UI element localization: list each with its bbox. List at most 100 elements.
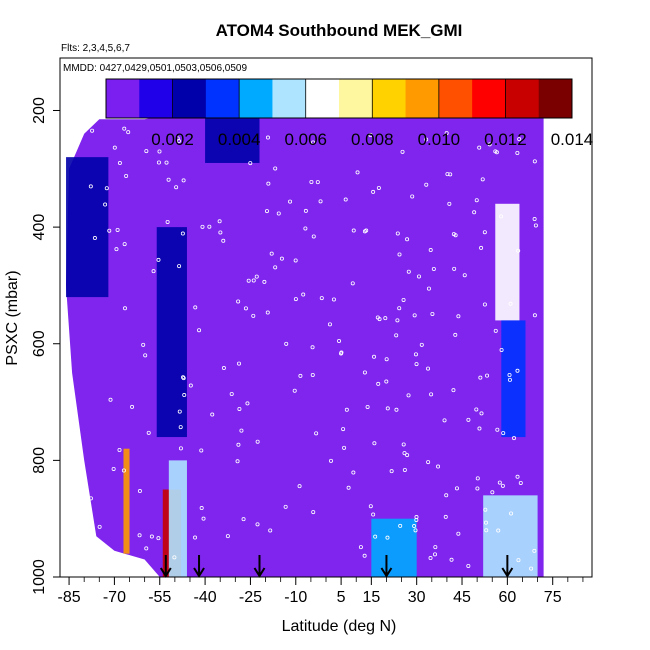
sample-marker (394, 333, 399, 338)
sample-marker (515, 368, 520, 373)
sample-marker (342, 445, 347, 450)
sample-marker (532, 159, 537, 164)
sample-marker (406, 269, 411, 274)
sample-marker (493, 328, 498, 333)
sample-marker (207, 224, 212, 229)
sample-marker (532, 548, 537, 553)
sample-marker (165, 219, 170, 224)
sample-marker (310, 345, 315, 350)
y-tick-label: 600 (31, 330, 48, 357)
colorbar-segment (438, 79, 473, 118)
sample-marker (448, 172, 453, 177)
x-tick-label: 5 (337, 589, 346, 606)
sample-marker (197, 328, 202, 333)
x-tick-label: -25 (239, 589, 262, 606)
sample-marker (293, 258, 298, 263)
sample-marker (264, 209, 269, 214)
sample-marker (436, 464, 441, 469)
sample-marker (376, 185, 381, 190)
sample-marker (497, 480, 502, 485)
sample-marker (493, 149, 498, 154)
sample-marker (484, 528, 489, 533)
x-tick-label: 30 (408, 589, 426, 606)
sample-marker (144, 149, 149, 154)
sample-marker (284, 341, 289, 346)
sample-marker (126, 130, 131, 135)
sample-marker (444, 493, 449, 498)
data-feature (371, 518, 417, 577)
sample-marker (507, 372, 512, 377)
sample-marker (175, 136, 180, 141)
sample-marker (482, 302, 487, 307)
sample-marker (235, 459, 240, 464)
sample-marker (495, 427, 500, 432)
sample-marker (400, 149, 405, 154)
x-tick-label: -10 (284, 589, 307, 606)
sample-marker (424, 182, 429, 187)
colorbar-segment (139, 79, 174, 118)
sample-marker (97, 524, 102, 529)
sample-marker (368, 133, 373, 138)
sample-marker (122, 126, 127, 131)
sample-marker (283, 504, 288, 509)
sample-marker (103, 202, 108, 207)
sample-marker (395, 318, 400, 323)
sample-marker (355, 170, 360, 175)
sample-marker (166, 177, 171, 182)
sample-marker (479, 411, 484, 416)
sample-marker (276, 211, 281, 216)
sample-marker (516, 248, 521, 253)
sample-marker (478, 375, 483, 380)
sample-marker (182, 393, 187, 398)
sample-marker (443, 514, 448, 519)
sample-marker (265, 310, 270, 315)
sample-marker (265, 135, 270, 140)
sample-marker (424, 137, 429, 142)
sample-marker (515, 151, 520, 156)
sample-marker (266, 181, 271, 186)
sample-marker (472, 210, 477, 215)
sample-marker (487, 142, 492, 147)
x-tick-label: -70 (103, 589, 126, 606)
sample-marker (428, 248, 433, 253)
sample-marker (496, 528, 501, 533)
sample-marker (343, 197, 348, 202)
sample-marker (500, 483, 505, 488)
sample-marker (236, 442, 241, 447)
sample-marker (499, 214, 504, 219)
sample-marker (416, 274, 421, 279)
sample-marker (376, 381, 381, 386)
sample-marker (477, 426, 482, 431)
sample-marker (452, 266, 457, 271)
sample-marker (444, 131, 449, 136)
data-region (66, 107, 544, 577)
sample-marker (188, 383, 193, 388)
sample-marker (111, 466, 116, 471)
sample-marker (178, 446, 183, 451)
sample-marker (107, 228, 112, 233)
sample-marker (401, 297, 406, 302)
flight-arrows (159, 555, 514, 578)
sample-marker (288, 199, 293, 204)
sample-marker (123, 306, 128, 311)
data-panel (66, 107, 544, 577)
sample-marker (92, 236, 97, 241)
y-tick-label: 800 (31, 447, 48, 474)
sample-marker (515, 474, 520, 479)
data-feature (168, 460, 187, 577)
sample-marker (245, 401, 250, 406)
sample-marker (477, 145, 482, 150)
x-axis-label: Latitude (deg N) (282, 618, 397, 635)
sample-marker (362, 370, 367, 375)
sample-marker (279, 256, 284, 261)
sample-marker (177, 409, 182, 414)
sample-marker (365, 404, 370, 409)
sample-marker (237, 361, 242, 366)
sample-marker (319, 296, 324, 301)
sample-marker (225, 534, 230, 539)
sample-marker (385, 406, 390, 411)
sample-marker (327, 322, 332, 327)
sample-marker (337, 338, 342, 343)
x-tick-label: -55 (148, 589, 171, 606)
chart-title: ATOM4 Southbound MEK_GMI (216, 21, 463, 40)
